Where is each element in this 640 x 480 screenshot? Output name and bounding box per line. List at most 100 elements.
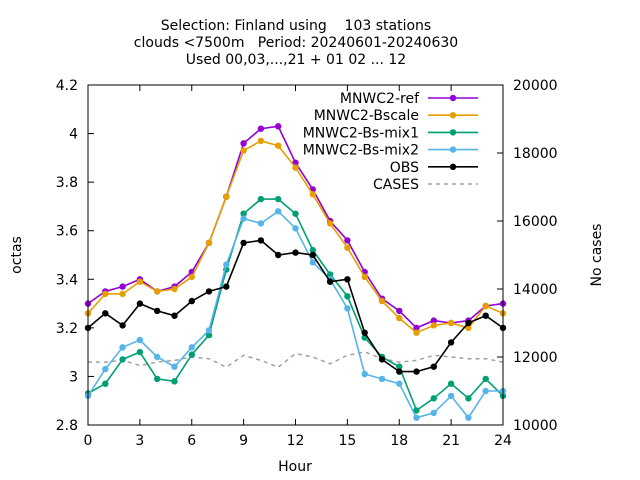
data-point [309, 191, 316, 198]
data-point [361, 329, 368, 336]
data-point [482, 375, 489, 383]
y2-tick-label: 18000 [513, 146, 558, 162]
series-mnwc2-bs-mix2 [84, 208, 507, 421]
data-point [205, 239, 213, 247]
data-point [240, 147, 247, 154]
y-tick-label: 3.8 [56, 175, 78, 191]
legend-label: MNWC2-ref [340, 91, 420, 107]
data-point [465, 324, 472, 332]
x-tick-label: 0 [84, 433, 93, 449]
data-point [240, 210, 247, 217]
data-point [430, 317, 437, 324]
data-point [413, 324, 420, 332]
data-point [413, 407, 420, 414]
y-tick-label: 3.4 [56, 272, 78, 288]
data-point [188, 297, 195, 305]
x-tick-label: 24 [494, 433, 512, 449]
data-point [223, 283, 230, 290]
data-point [102, 310, 109, 317]
data-point [275, 195, 282, 203]
x-tick-label: 3 [135, 433, 144, 449]
legend-item: MNWC2-Bscale [314, 108, 478, 124]
legend-marker [449, 163, 457, 170]
legend-label: MNWC2-Bscale [314, 108, 419, 124]
x-tick-label: 6 [187, 433, 196, 449]
legend-item: CASES [373, 177, 478, 193]
axes: 0 3 6 9 12 15 18 21 24 2.8 3 3.2 3.4 3.6 3.8 4 4.2 10000 1… [9, 78, 605, 475]
data-point [292, 249, 299, 256]
data-point [171, 363, 178, 370]
data-point [396, 363, 403, 370]
data-point [344, 305, 351, 312]
y-tick-label: 4 [69, 127, 78, 143]
data-point [171, 378, 178, 385]
data-point [240, 239, 247, 247]
data-point [430, 395, 437, 402]
y2-axis-label: No cases [589, 224, 605, 287]
data-point [275, 123, 282, 130]
data-point [309, 259, 316, 266]
data-point [119, 283, 126, 290]
data-point [482, 312, 489, 319]
data-point [413, 414, 420, 421]
x-tick-label: 9 [239, 433, 248, 449]
data-point [396, 314, 403, 322]
y-tick-label: 4.2 [56, 78, 78, 94]
data-point [326, 220, 334, 227]
data-point [275, 142, 282, 149]
data-point [240, 140, 247, 147]
y2-tick-label: 10000 [513, 418, 558, 434]
x-tick-label: 21 [442, 433, 460, 449]
y-axis-label: octas [9, 236, 25, 274]
data-point [136, 336, 144, 344]
data-point [188, 351, 195, 358]
series-cases [88, 351, 504, 369]
data-point [136, 300, 144, 307]
data-point [378, 297, 386, 305]
x-tick-label: 12 [287, 433, 305, 449]
data-point [275, 251, 282, 259]
data-point [396, 307, 403, 315]
data-point [188, 344, 195, 351]
y2-tick-label: 16000 [513, 214, 558, 230]
data-point [396, 380, 403, 387]
data-point [361, 273, 368, 281]
data-point [292, 164, 299, 171]
data-point [465, 395, 472, 402]
legend-marker [449, 112, 457, 119]
data-point [292, 225, 299, 232]
series-line [88, 351, 504, 369]
y2-tick-label: 12000 [513, 350, 558, 366]
series-mnwc2-bs-mix1 [84, 195, 507, 414]
data-point [344, 293, 351, 300]
data-point [205, 288, 213, 295]
plot-area [84, 123, 507, 421]
series-line [87, 210, 503, 420]
chart-title: Selection: Finland using 103 stationsclo… [134, 18, 458, 68]
data-point [430, 322, 437, 329]
data-point [257, 137, 265, 145]
data-point [309, 246, 316, 254]
data-point [136, 348, 144, 356]
y2-tick-label: 14000 [513, 282, 558, 298]
data-point [413, 329, 420, 336]
legend-item: MNWC2-Bs-mix1 [303, 125, 478, 141]
data-point [378, 375, 386, 383]
data-point [378, 356, 386, 363]
data-point [102, 365, 109, 373]
data-point [171, 312, 178, 319]
data-point [154, 375, 161, 383]
y-tick-label: 3.6 [56, 224, 78, 240]
data-point [344, 244, 351, 251]
y2-tick-label: 20000 [513, 78, 558, 94]
data-point [465, 319, 472, 327]
data-point [430, 409, 437, 417]
x-tick-label: 18 [390, 433, 408, 449]
data-point [482, 387, 489, 395]
data-point [396, 368, 403, 375]
series-line [87, 239, 504, 373]
legend-marker [449, 146, 457, 153]
legend-item: MNWC2-Bs-mix2 [303, 143, 478, 159]
legend-label: MNWC2-Bs-mix1 [303, 125, 419, 141]
title-line: clouds <7500m Period: 20240601-20240630 [134, 35, 458, 51]
